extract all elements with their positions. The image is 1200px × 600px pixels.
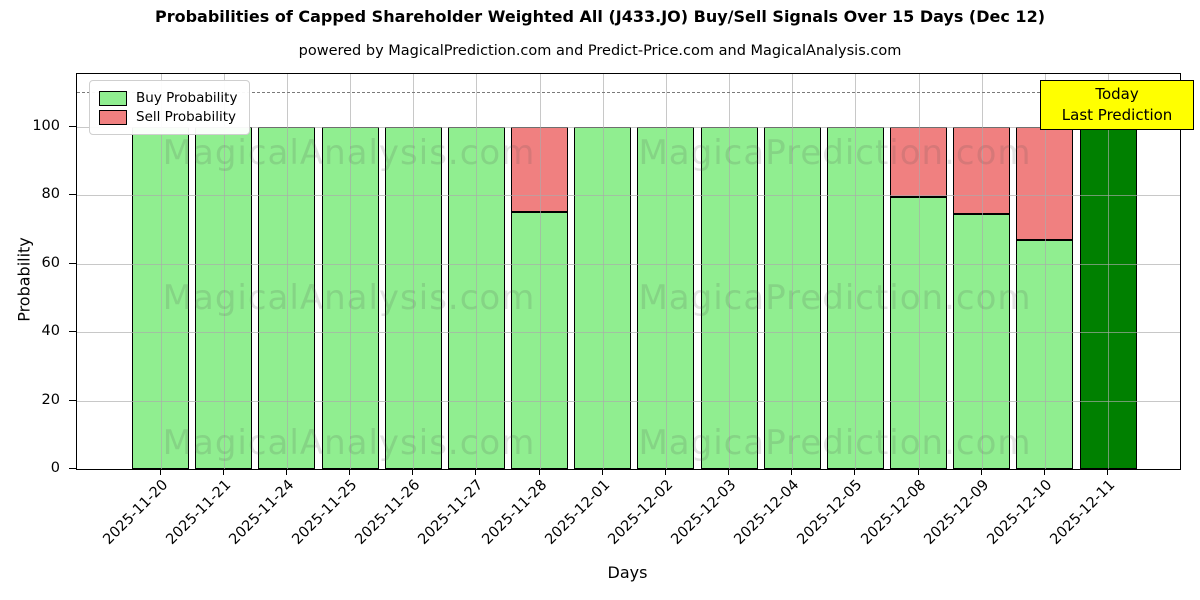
x-tick-mark [538,469,540,475]
watermark-text: MagicaPrediction.com [638,278,1032,318]
chart-title: Probabilities of Capped Shareholder Weig… [154,7,1046,26]
grid-line-x [1044,74,1046,469]
buy-swatch-icon [99,90,127,106]
x-tick-mark [791,469,793,475]
grid-line-x [981,74,983,469]
grid-line-x [286,74,288,469]
legend-item-sell: Sell Probability [99,109,237,125]
plot-area: Buy Probability Sell Probability Today L… [76,73,1195,470]
watermark-text: MagicalAnalysis.com [162,278,536,318]
today-annotation-line1: Today [1095,85,1139,103]
grid-line-x [918,74,920,469]
legend-label-sell: Sell Probability [136,109,237,125]
grid-line-x [792,74,794,469]
grid-line-y [77,263,1180,265]
grid-line-x [729,74,731,469]
grid-line-x [855,74,857,469]
grid-line-x [665,74,667,469]
y-tick-label: 0 [50,460,60,476]
y-axis-label: Probability [14,237,34,322]
watermark-text: MagicalAnalysis.com [162,423,536,463]
y-tick-label: 60 [41,254,60,271]
watermark-text: MagicalAnalysis.com [162,133,536,173]
grid-line-y [77,332,1180,334]
x-tick-mark [222,469,224,475]
x-tick-mark [285,469,287,475]
sell-swatch-icon [99,109,127,125]
today-annotation: Today Last Prediction [1040,80,1195,130]
grid-line-y [77,126,1180,128]
x-tick-mark [412,469,414,475]
y-tick-mark [69,468,76,469]
y-tick-mark [69,331,76,333]
x-tick-mark [475,469,477,475]
grid-line-x [539,74,541,469]
x-tick-mark [854,469,856,475]
y-tick-mark [69,262,76,264]
y-tick-label: 20 [41,391,60,408]
x-tick-mark [664,469,666,475]
grid-line-x [160,74,162,469]
x-axis-label: Days [607,563,648,582]
x-tick-mark [917,469,919,475]
legend: Buy Probability Sell Probability [89,80,251,135]
y-tick-label: 80 [41,186,60,203]
watermark-text: MagicaPrediction.com [638,423,1032,463]
grid-line-x [413,74,415,469]
y-tick-label: 40 [41,323,60,340]
grid-line-x [476,74,478,469]
grid-line-x [350,74,351,469]
grid-line-y [77,400,1180,402]
chart-subtitle: powered by MagicalPrediction.com and Pre… [298,43,902,59]
today-annotation-line2: Last Prediction [1061,106,1173,124]
y-tick-mark [69,399,76,401]
x-tick-mark [728,469,730,475]
x-tick-mark [601,469,603,475]
grid-line-x [602,74,604,469]
grid-line-x [1108,74,1110,469]
x-tick-mark [980,469,982,475]
watermark-text: MagicaPrediction.com [638,133,1032,173]
legend-label-buy: Buy Probability [136,90,238,106]
x-tick-mark [159,469,161,475]
y-tick-mark [69,194,76,196]
x-tick-mark [349,469,350,475]
dashed-threshold-line [77,92,1180,94]
y-tick-mark [69,125,76,127]
x-tick-mark [1043,469,1045,475]
legend-item-buy: Buy Probability [99,90,237,106]
y-tick-label: 100 [32,117,60,134]
x-tick-mark [1107,469,1109,475]
grid-line-y [77,195,1180,197]
grid-line-x [223,74,225,469]
